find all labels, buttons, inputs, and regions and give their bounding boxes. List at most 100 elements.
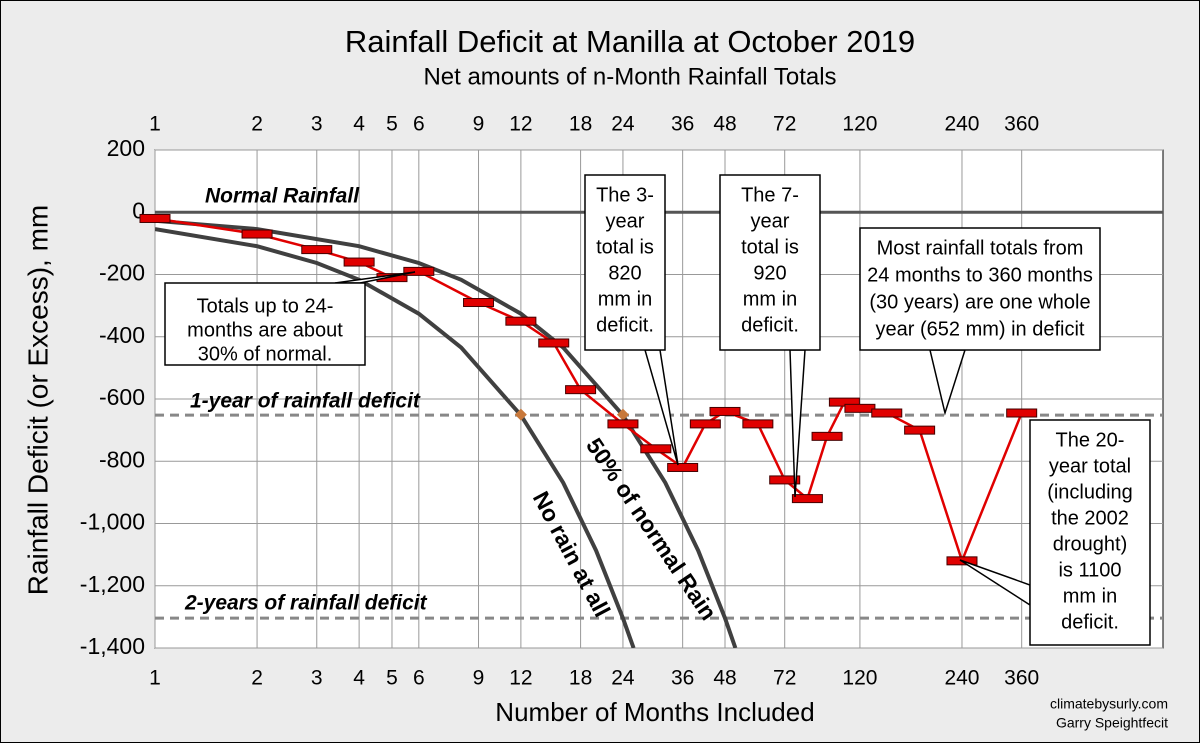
- x-tick-label: 3: [311, 667, 323, 690]
- y-tick-label: -1,000: [80, 509, 145, 535]
- data-marker: [1006, 408, 1038, 418]
- x-axis-label: Number of Months Included: [495, 697, 814, 727]
- y-tick-label: -600: [99, 384, 145, 410]
- data-marker: [241, 229, 273, 239]
- data-marker: [403, 266, 435, 276]
- x-tick-label: 4: [353, 667, 365, 690]
- y-axis-label: Rainfall Deficit (or Excess), mm: [22, 205, 53, 596]
- annotation-text: deficit.: [1061, 611, 1119, 633]
- data-marker: [343, 257, 375, 267]
- x-tick-label: 72: [773, 667, 796, 690]
- annotation-text: mm in: [743, 288, 797, 310]
- data-marker: [811, 431, 843, 441]
- annotation-text: total is: [741, 236, 799, 258]
- data-marker: [667, 462, 699, 472]
- y-tick-label: -800: [99, 446, 145, 472]
- x-tick-label: 6: [413, 667, 425, 690]
- annotation-text: months are about: [187, 319, 343, 341]
- x-tick-label: 36: [671, 667, 694, 690]
- x-tick-label: 9: [473, 667, 485, 690]
- annotation-text: year: [751, 210, 790, 232]
- annotation-text: Totals up to 24-: [197, 295, 334, 317]
- data-marker: [791, 494, 823, 504]
- x-tick-label: 360: [1004, 113, 1039, 136]
- highlight-point: [616, 408, 629, 421]
- y-tick-label: -1,200: [80, 571, 145, 597]
- annotation-text: the 2002: [1051, 507, 1129, 529]
- data-marker: [904, 425, 936, 435]
- x-tick-label: 120: [842, 113, 877, 136]
- x-tick-label: 5: [386, 113, 398, 136]
- data-marker: [689, 419, 721, 429]
- y-tick-label: 200: [107, 135, 145, 161]
- annotation-box: [719, 174, 821, 351]
- chart-subtitle: Net amounts of n-Month Rainfall Totals: [423, 63, 836, 90]
- annotation-text: (30 years) are one whole: [869, 291, 1090, 313]
- annotation-text: 920: [753, 262, 786, 284]
- y-tick-label: -400: [99, 322, 145, 348]
- data-marker: [607, 419, 639, 429]
- annotation-text: Most rainfall totals from: [877, 237, 1084, 259]
- chart-title: Rainfall Deficit at Manilla at October 2…: [345, 24, 915, 59]
- annotation-text: is 1100: [1058, 559, 1121, 581]
- data-marker: [844, 403, 876, 413]
- annotation-text: 24 months to 360 months: [867, 264, 1093, 286]
- x-tick-label: 1: [149, 667, 161, 690]
- data-marker: [565, 385, 597, 395]
- annotation-text: deficit.: [741, 314, 799, 336]
- annotation-text: deficit.: [596, 314, 654, 336]
- data-marker: [640, 444, 672, 454]
- x-tick-label: 2: [251, 667, 263, 690]
- reference-curve: [155, 227, 636, 648]
- annotation-text: total is: [596, 236, 654, 258]
- x-tick-label: 72: [773, 113, 796, 136]
- x-tick-label: 18: [569, 667, 592, 690]
- data-marker: [769, 475, 801, 485]
- reference-label: 1-year of rainfall deficit: [190, 390, 421, 413]
- reference-label: 2-years of rainfall deficit: [184, 592, 428, 615]
- credit: Garry Speightfecit: [1056, 715, 1168, 731]
- x-tick-label: 24: [611, 667, 635, 690]
- annotation-text: year total: [1049, 455, 1131, 477]
- x-tick-label: 9: [473, 113, 485, 136]
- x-tick-label: 1: [149, 113, 161, 136]
- annotation-box: [164, 282, 366, 366]
- x-tick-label: 4: [353, 113, 365, 136]
- data-marker: [828, 397, 860, 407]
- annotation-text: 30% of normal.: [198, 343, 333, 365]
- annotation-text: mm in: [598, 288, 652, 310]
- annotation-box: [859, 227, 1101, 351]
- data-marker: [871, 408, 903, 418]
- annotation-text: (including: [1047, 481, 1133, 503]
- data-marker: [505, 316, 537, 326]
- annotation-box: [584, 174, 666, 351]
- data-marker: [538, 338, 570, 348]
- x-tick-label: 18: [569, 113, 592, 136]
- x-tick-label: 48: [713, 113, 736, 136]
- x-tick-label: 3: [311, 113, 323, 136]
- reference-curve: [155, 218, 738, 648]
- y-tick-label: -200: [99, 260, 145, 286]
- x-tick-label: 12: [509, 667, 532, 690]
- annotation-text: year (652 mm) in deficit: [876, 318, 1085, 340]
- data-marker: [301, 245, 333, 255]
- x-tick-label: 36: [671, 113, 694, 136]
- x-tick-label: 48: [713, 667, 736, 690]
- annotation-text: mm in: [1063, 585, 1117, 607]
- data-marker: [709, 406, 741, 416]
- y-tick-label: -1,400: [80, 633, 145, 659]
- x-tick-label: 360: [1004, 667, 1039, 690]
- x-tick-label: 6: [413, 113, 425, 136]
- x-tick-label: 12: [509, 113, 532, 136]
- data-marker: [139, 213, 171, 223]
- x-tick-label: 120: [842, 667, 877, 690]
- highlight-point: [514, 408, 527, 421]
- x-tick-label: 240: [944, 113, 979, 136]
- credit: climatebysurly.com: [1050, 696, 1168, 712]
- x-tick-label: 5: [386, 667, 398, 690]
- annotation-text: year: [606, 210, 645, 232]
- x-tick-label: 24: [611, 113, 635, 136]
- x-tick-label: 2: [251, 113, 263, 136]
- data-marker: [742, 419, 774, 429]
